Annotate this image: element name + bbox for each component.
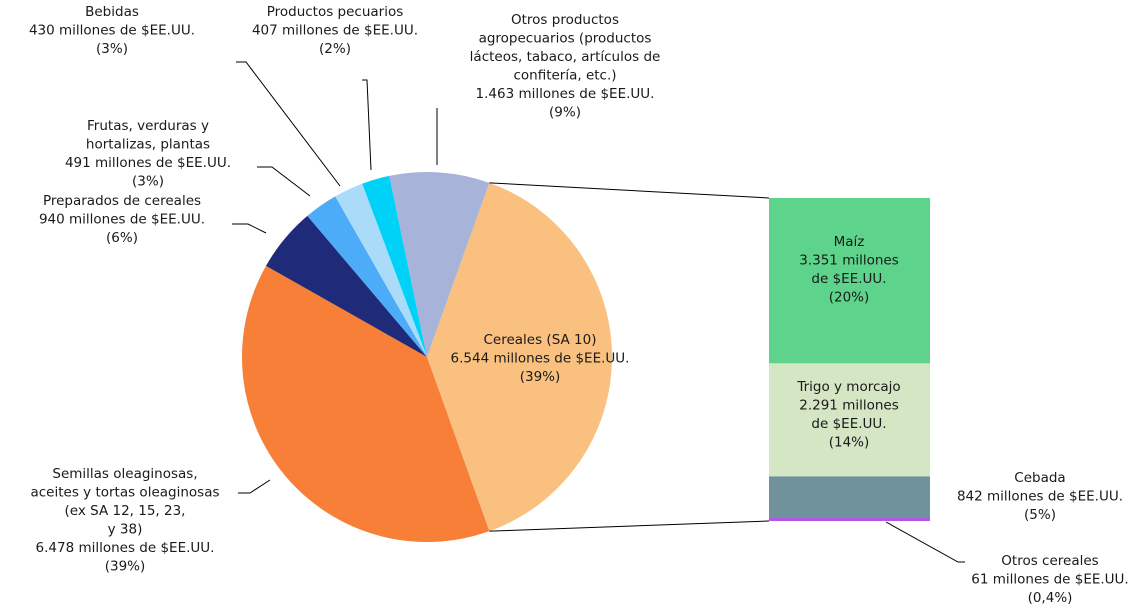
data-label: (9%) bbox=[549, 105, 581, 121]
data-label: (39%) bbox=[105, 559, 146, 575]
leader-line bbox=[362, 79, 372, 171]
pie-slice bbox=[362, 175, 427, 357]
data-label: (14%) bbox=[829, 435, 870, 451]
pie-slice bbox=[335, 183, 427, 357]
data-label: Frutas, verduras y bbox=[87, 118, 209, 134]
data-label: (5%) bbox=[1024, 507, 1056, 523]
data-label: Trigo y morcajo bbox=[796, 379, 900, 395]
bar-segment bbox=[769, 198, 930, 364]
data-label: (3%) bbox=[96, 41, 128, 57]
data-label: 6.478 millones de $EE.UU. bbox=[36, 540, 215, 556]
data-label: 842 millones de $EE.UU. bbox=[957, 489, 1123, 505]
data-label: 6.544 millones de $EE.UU. bbox=[451, 351, 630, 367]
data-label: Cebada bbox=[1014, 470, 1065, 486]
leader-line bbox=[238, 479, 271, 494]
leader-line bbox=[885, 521, 965, 563]
data-label: Otros cereales bbox=[1001, 553, 1098, 569]
data-label: Maíz bbox=[834, 234, 865, 250]
data-label: 430 millones de $EE.UU. bbox=[29, 23, 195, 39]
data-label: (0,4%) bbox=[1028, 590, 1073, 606]
connector bbox=[489, 182, 770, 199]
bar-segment bbox=[769, 476, 930, 518]
data-label: (20%) bbox=[829, 290, 870, 306]
bar-segment bbox=[769, 363, 930, 477]
data-label: (6%) bbox=[106, 230, 138, 246]
data-label: 2.291 millones bbox=[799, 398, 899, 414]
data-label: de $EE.UU. bbox=[811, 416, 886, 432]
data-label: 3.351 millones bbox=[799, 253, 899, 269]
data-label: Semillas oleaginosas, bbox=[52, 466, 197, 482]
data-label: Otros productos bbox=[511, 12, 619, 28]
data-label: 61 millones de $EE.UU. bbox=[971, 572, 1128, 588]
pie-slice bbox=[242, 265, 490, 542]
leader-line bbox=[232, 223, 267, 234]
pie-slice bbox=[266, 215, 427, 357]
data-label: (ex SA 12, 15, 23, bbox=[65, 503, 186, 519]
leader-line bbox=[257, 166, 311, 197]
data-label: 940 millones de $EE.UU. bbox=[39, 212, 205, 228]
data-label: de $EE.UU. bbox=[811, 271, 886, 287]
data-label: Bebidas bbox=[85, 4, 139, 20]
pie-slice bbox=[307, 196, 427, 357]
data-label: (2%) bbox=[319, 41, 351, 57]
data-label: y 38) bbox=[108, 522, 143, 538]
data-label: Productos pecuarios bbox=[267, 4, 404, 20]
data-label: 407 millones de $EE.UU. bbox=[252, 23, 418, 39]
data-label: (3%) bbox=[132, 174, 164, 190]
data-label: agropecuarios (productos bbox=[479, 31, 652, 47]
data-label: 1.463 millones de $EE.UU. bbox=[476, 86, 655, 102]
data-label: hortalizas, plantas bbox=[86, 137, 210, 153]
leader-line bbox=[236, 61, 341, 187]
pie-slice bbox=[427, 182, 612, 532]
data-label: lácteos, tabaco, artículos de bbox=[470, 49, 661, 65]
pie-slice bbox=[389, 172, 490, 357]
connector bbox=[489, 520, 770, 532]
bar-segment bbox=[769, 517, 930, 521]
data-label: aceites y tortas oleaginosas bbox=[30, 485, 219, 501]
data-label: 491 millones de $EE.UU. bbox=[65, 155, 231, 171]
data-label: Cereales (SA 10) bbox=[483, 332, 596, 348]
data-label: confitería, etc.) bbox=[513, 68, 616, 84]
data-label: Preparados de cereales bbox=[43, 193, 201, 209]
data-label: (39%) bbox=[520, 369, 561, 385]
